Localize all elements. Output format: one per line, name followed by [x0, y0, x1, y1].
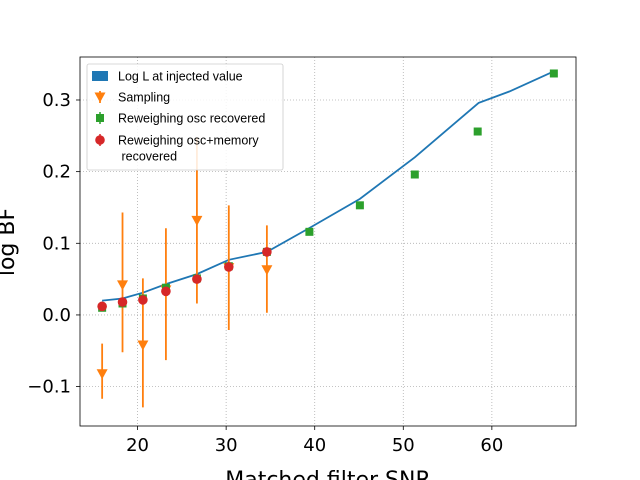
legend-label: Reweighing osc+memory [118, 134, 259, 148]
legend-swatch [92, 71, 108, 81]
legend-label: recovered [118, 150, 177, 164]
y-tick-label: 0.1 [42, 233, 71, 254]
data-point-circle [224, 262, 234, 272]
data-point-circle [117, 297, 128, 307]
x-axis-label: Matched filter SNR [225, 468, 431, 480]
y-tick-label: 0.2 [42, 162, 71, 183]
data-point-circle [97, 301, 107, 312]
data-point-circle [262, 247, 272, 257]
data-point-square [410, 170, 419, 179]
plot-area-frame [79, 56, 577, 427]
y-tick-label: 0.0 [42, 305, 71, 326]
data-point-triangle [96, 369, 108, 380]
data-point-square [549, 69, 558, 78]
legend-item: Reweighing osc+memory recovered [95, 134, 259, 164]
series-layer [96, 69, 558, 408]
x-tick-label: 60 [480, 435, 503, 456]
axis-ticks: 20 30 40 50 60 −0.1 0.0 0.1 0.2 0.3 [27, 90, 503, 456]
x-tick-label: 30 [215, 435, 238, 456]
data-point-triangle [117, 280, 129, 291]
legend-frame [86, 63, 284, 171]
x-tick-label: 20 [126, 435, 149, 456]
x-tick-label: 40 [303, 435, 326, 456]
legend-label: Reweighing osc recovered [118, 112, 265, 126]
legend-label: Log L at injected value [118, 70, 243, 84]
data-point-triangle [137, 340, 149, 351]
data-point-square [473, 127, 482, 136]
y-tick-label: 0.3 [42, 90, 71, 111]
data-point-triangle [191, 215, 203, 226]
data-point-square [355, 201, 364, 210]
x-tick-label: 50 [392, 435, 415, 456]
y-tick-label: −0.1 [27, 377, 71, 398]
series-marker [97, 247, 272, 312]
legend-item: Sampling [94, 91, 170, 105]
legend-label: Sampling [118, 91, 170, 105]
legend-item: Log L at injected value [92, 70, 243, 84]
legend-square [96, 114, 104, 122]
data-point-square [305, 227, 314, 236]
legend-item: Reweighing osc recovered [96, 112, 265, 126]
legend: Log L at injected value Sampling Reweighin… [86, 63, 284, 171]
data-point-triangle [261, 265, 273, 276]
data-point-circle [138, 295, 148, 305]
y-axis-label: log BF [0, 208, 20, 276]
data-point-circle [161, 286, 171, 297]
data-point-circle [192, 274, 202, 284]
legend-circle [95, 135, 105, 145]
legend-triangle [94, 92, 106, 103]
